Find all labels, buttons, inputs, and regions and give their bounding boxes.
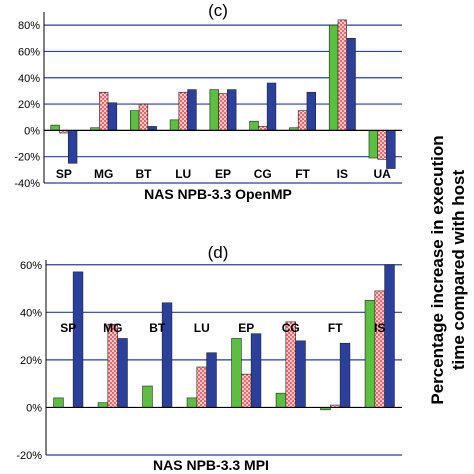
x-tick-label: SP bbox=[60, 321, 76, 335]
x-tick-label: CG bbox=[254, 167, 272, 181]
bar-series-c bbox=[187, 89, 197, 131]
bar-series-c bbox=[67, 130, 78, 164]
x-axis-label-d: NAS NPB-3.3 MPI bbox=[153, 457, 269, 473]
bar-series-a bbox=[142, 385, 153, 408]
y-tick-label: -20% bbox=[14, 152, 40, 164]
bar-series-a bbox=[249, 120, 259, 131]
x-tick-labels: SP MG BT LU EP CG FT IS bbox=[60, 321, 385, 335]
bar-group bbox=[53, 264, 395, 411]
x-tick-label: BT bbox=[135, 167, 152, 181]
side-label-line2: time compared with host bbox=[449, 170, 468, 371]
bar-series-a bbox=[275, 392, 287, 408]
y-tick-labels: -40% -20% 0% 20% 40% 60% 80% bbox=[14, 20, 40, 190]
bar-series-a bbox=[231, 338, 242, 408]
bar-series-c bbox=[107, 102, 118, 131]
y-tick-label: 0% bbox=[26, 402, 42, 414]
bar-series-b bbox=[337, 19, 348, 131]
bar-series-c bbox=[72, 271, 84, 408]
bar-series-c bbox=[386, 130, 396, 169]
bar-series-b bbox=[98, 91, 109, 131]
x-tick-label: SP bbox=[56, 167, 72, 181]
bar-series-a bbox=[364, 300, 376, 408]
x-tick-label: BT bbox=[149, 321, 166, 335]
chart-title-c: (c) bbox=[208, 1, 228, 20]
bar-series-a bbox=[186, 397, 198, 408]
chart-panel-d: -20% 0% 20% 40% 60% SP MG BT LU EP CG FT IS (d) NAS… bbox=[16, 243, 402, 473]
x-tick-label: LU bbox=[175, 167, 191, 181]
y-tick-label: 40% bbox=[18, 73, 40, 85]
y-tick-label: 0% bbox=[24, 125, 40, 137]
bar-series-a bbox=[328, 24, 339, 131]
y-tick-label: 40% bbox=[20, 307, 42, 319]
bar-series-a bbox=[209, 89, 219, 131]
bar-series-a bbox=[130, 110, 140, 131]
x-tick-label: FT bbox=[328, 321, 343, 335]
x-tick-label: EP bbox=[238, 321, 254, 335]
x-tick-label: LU bbox=[194, 321, 210, 335]
bar-series-c bbox=[161, 302, 173, 408]
x-tick-label: MG bbox=[103, 321, 122, 335]
x-tick-label: FT bbox=[295, 167, 310, 181]
y-tick-label: -20% bbox=[16, 450, 42, 462]
x-tick-label: MG bbox=[94, 167, 113, 181]
chart-title-d: (d) bbox=[208, 243, 229, 262]
bar-series-c bbox=[206, 352, 217, 408]
bar-series-c bbox=[339, 342, 351, 408]
bar-series-b bbox=[218, 93, 228, 131]
bar-series-a bbox=[368, 130, 379, 159]
chart-panel-c: -40% -20% 0% 20% 40% 60% 80% SP MG BT LU EP CG FT IS U… bbox=[14, 1, 402, 202]
x-tick-label: CG bbox=[282, 321, 300, 335]
bar-series-a bbox=[50, 124, 60, 131]
x-tick-label: UA bbox=[373, 167, 391, 181]
bar-series-b bbox=[138, 103, 149, 131]
y-tick-label: 20% bbox=[18, 99, 40, 111]
x-tick-labels: SP MG BT LU EP CG FT IS UA bbox=[56, 167, 391, 181]
y-tick-label: 60% bbox=[20, 260, 42, 272]
bar-series-a bbox=[169, 119, 180, 131]
bar-series-c bbox=[295, 340, 306, 408]
x-axis-label-c: NAS NPB-3.3 OpenMP bbox=[144, 186, 292, 202]
bar-group bbox=[50, 19, 396, 169]
bar-series-c bbox=[306, 91, 316, 131]
x-tick-label: IS bbox=[337, 167, 348, 181]
side-label-line1: Percentage increase in execution bbox=[428, 135, 447, 404]
bar-series-b bbox=[107, 323, 118, 408]
bar-series-c bbox=[117, 338, 128, 408]
y-tick-label: -40% bbox=[14, 178, 40, 190]
bar-series-c bbox=[384, 264, 395, 408]
bar-series-b bbox=[241, 373, 252, 408]
bar-series-a bbox=[53, 397, 64, 408]
y-tick-label: 60% bbox=[18, 46, 40, 58]
bar-series-a bbox=[97, 402, 109, 408]
side-label: Percentage increase in execution time co… bbox=[428, 135, 468, 404]
y-tick-label: 20% bbox=[20, 355, 42, 367]
x-tick-label: IS bbox=[374, 321, 385, 335]
bar-series-c bbox=[346, 38, 356, 131]
bar-series-b bbox=[178, 91, 188, 131]
y-tick-label: 80% bbox=[18, 20, 40, 32]
y-tick-labels: -20% 0% 20% 40% 60% bbox=[16, 260, 42, 462]
bar-series-c bbox=[227, 89, 237, 131]
bar-series-b bbox=[374, 290, 385, 408]
bar-series-b bbox=[196, 366, 207, 408]
bar-series-c bbox=[266, 82, 277, 131]
bar-series-b bbox=[377, 130, 387, 160]
bar-series-c bbox=[250, 333, 262, 408]
bar-series-b bbox=[297, 110, 308, 131]
x-tick-label: EP bbox=[215, 167, 231, 181]
